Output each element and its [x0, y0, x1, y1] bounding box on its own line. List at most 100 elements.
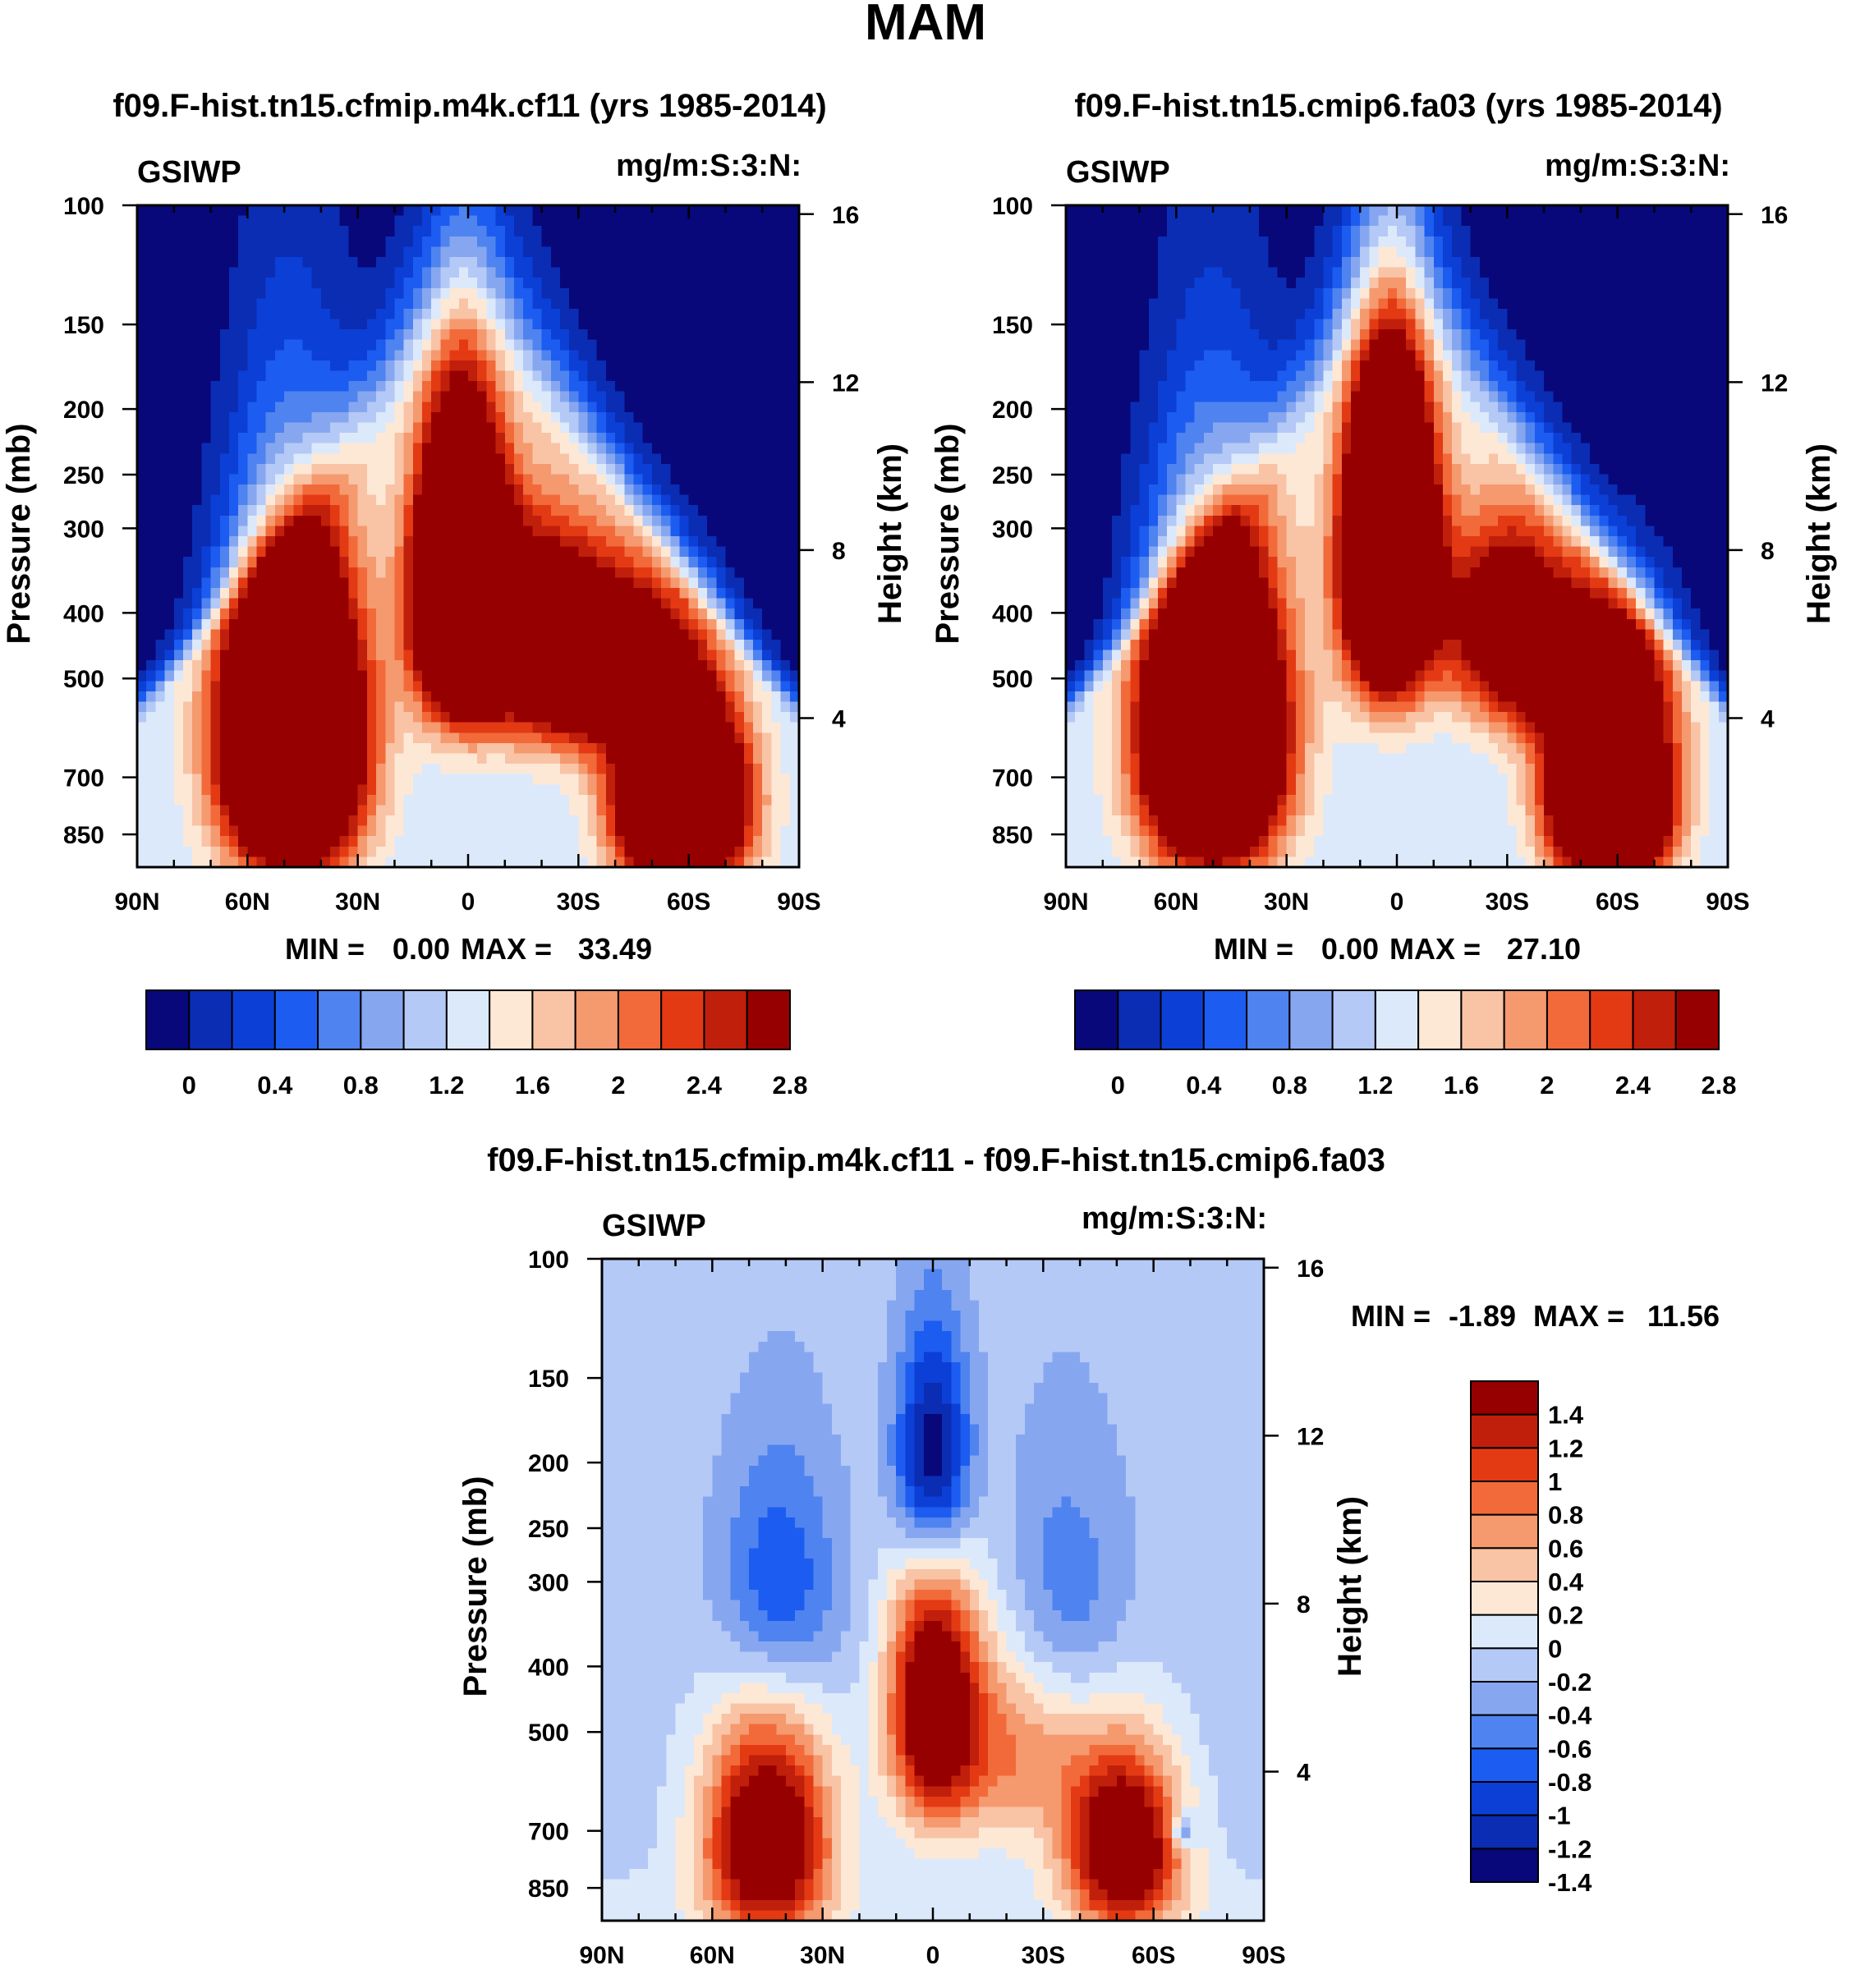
contour-cell: [735, 608, 745, 619]
contour-cell: [744, 691, 754, 702]
contour-cell: [431, 505, 441, 516]
contour-cell: [422, 671, 432, 682]
contour-cell: [312, 278, 322, 288]
contour-cell: [698, 608, 708, 619]
contour-cell: [744, 774, 754, 785]
contour-cell: [634, 826, 644, 837]
contour-cell: [771, 764, 781, 774]
contour-cell: [431, 784, 441, 795]
contour-cell: [1425, 216, 1435, 227]
contour-cell: [404, 732, 414, 743]
contour-cell: [771, 557, 781, 567]
contour-cell: [440, 681, 450, 691]
contour-cell: [578, 392, 588, 402]
contour-cell: [679, 371, 689, 382]
contour-cell: [146, 753, 156, 764]
contour-cell: [146, 381, 156, 392]
contour-cell: [422, 329, 432, 340]
contour-cell: [247, 236, 257, 247]
contour-cell: [284, 443, 294, 454]
contour-cell: [413, 805, 423, 815]
contour-cell: [560, 764, 570, 774]
contour-cell: [137, 836, 147, 847]
contour-cell: [643, 268, 653, 278]
contour-cell: [174, 360, 184, 371]
contour-cell: [146, 443, 156, 454]
contour-cell: [496, 557, 506, 567]
contour-cell: [394, 619, 404, 630]
contour-cell: [266, 422, 276, 433]
contour-cell: [781, 205, 791, 216]
contour-cell: [661, 795, 671, 806]
contour-cell: [624, 392, 634, 402]
contour-cell: [707, 246, 717, 257]
contour-cell: [781, 453, 791, 464]
contour-cell: [174, 764, 184, 774]
contour-cell: [1186, 226, 1196, 236]
contour-cell: [174, 743, 184, 754]
contour-cell: [146, 350, 156, 360]
contour-cell: [652, 236, 662, 247]
contour-cell: [422, 484, 432, 495]
contour-cell: [404, 774, 414, 785]
contour-cell: [229, 505, 239, 516]
contour-cell: [661, 371, 671, 382]
contour-cell: [367, 381, 377, 392]
contour-cell: [367, 474, 377, 484]
contour-cell: [1277, 226, 1287, 236]
contour-cell: [174, 495, 184, 506]
contour-cell: [1673, 216, 1683, 227]
contour-cell: [477, 484, 487, 495]
contour-cell: [459, 268, 469, 278]
contour-cell: [652, 422, 662, 433]
contour-cell: [670, 826, 680, 837]
contour-cell: [698, 650, 708, 661]
contour-cell: [284, 474, 294, 484]
contour-cell: [725, 640, 735, 650]
contour-cell: [348, 723, 358, 733]
contour-cell: [542, 650, 552, 661]
contour-cell: [450, 784, 460, 795]
contour-cell: [247, 743, 257, 754]
contour-cell: [1489, 226, 1499, 236]
contour-cell: [146, 629, 156, 640]
contour-cell: [762, 681, 772, 691]
contour-cell: [661, 422, 671, 433]
contour-cell: [321, 216, 331, 227]
contour-cell: [348, 381, 358, 392]
contour-cell: [532, 732, 542, 743]
contour-cell: [615, 350, 625, 360]
contour-cell: [339, 516, 349, 526]
contour-cell: [1553, 205, 1563, 216]
contour-cell: [569, 723, 579, 733]
contour-cell: [735, 660, 745, 671]
contour-cell: [257, 340, 267, 351]
contour-cell: [394, 836, 404, 847]
contour-cell: [532, 216, 542, 227]
contour-cell: [771, 815, 781, 826]
contour-cell: [431, 702, 441, 713]
contour-cell: [431, 433, 441, 443]
contour-cell: [670, 298, 680, 309]
contour-cell: [725, 774, 735, 785]
contour-cell: [247, 319, 257, 330]
contour-cell: [303, 516, 313, 526]
contour-cell: [698, 288, 708, 299]
colorbar-label: 0: [182, 1071, 196, 1100]
contour-cell: [468, 805, 478, 815]
contour-cell: [523, 836, 533, 847]
contour-cell: [192, 495, 202, 506]
contour-cell: [330, 557, 340, 567]
contour-cell: [496, 329, 506, 340]
contour-cell: [689, 847, 699, 857]
contour-cell: [183, 599, 193, 609]
contour-cell: [468, 557, 478, 567]
contour-cell: [247, 526, 257, 536]
contour-cell: [652, 815, 662, 826]
colorbar-box: [447, 990, 489, 1049]
contour-cell: [588, 246, 598, 257]
contour-cell: [606, 743, 616, 754]
contour-cell: [615, 526, 625, 536]
contour-cell: [698, 753, 708, 764]
contour-cell: [735, 743, 745, 754]
